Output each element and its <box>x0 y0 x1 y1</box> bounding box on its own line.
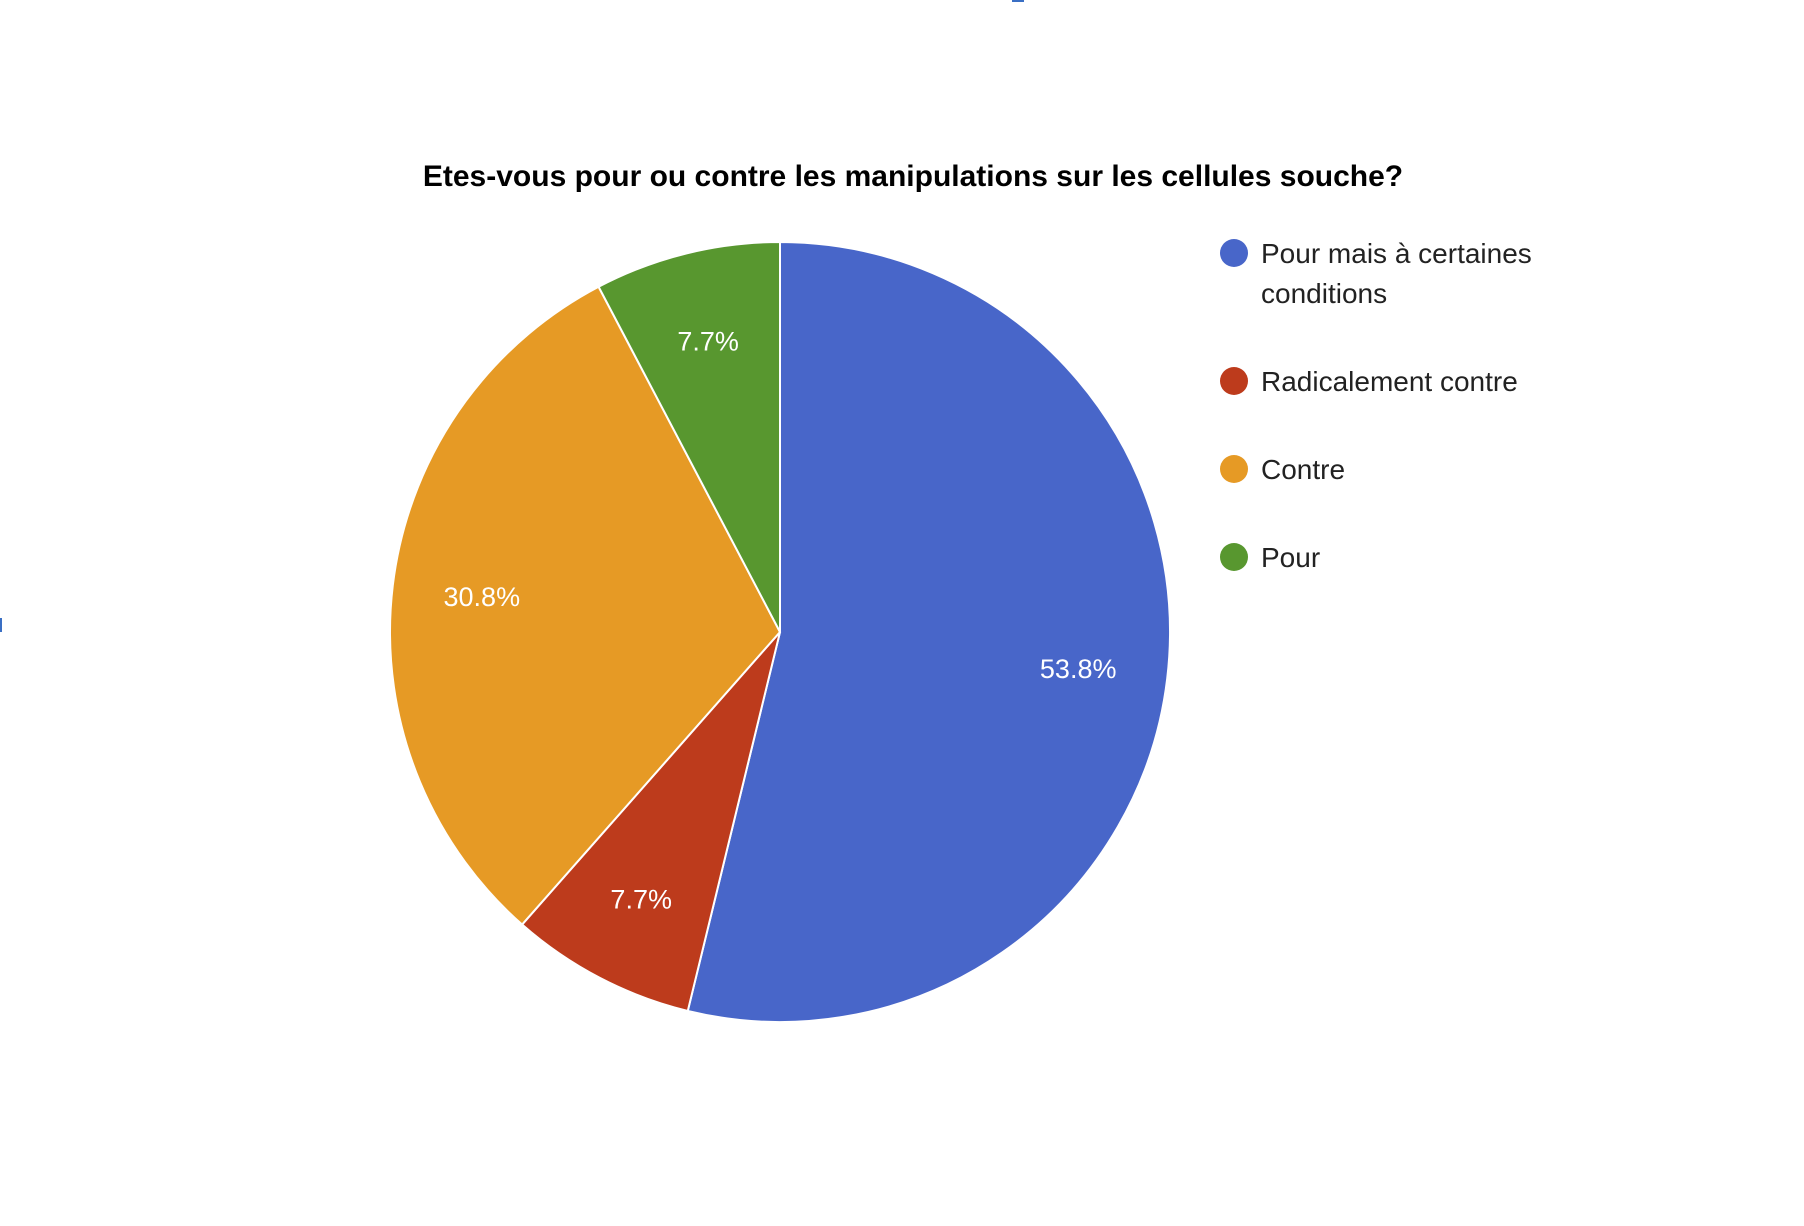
legend-swatch-2 <box>1220 455 1248 483</box>
pie-slices <box>389 240 1171 1023</box>
chart-legend: Pour mais à certaines conditions Radicalem… <box>1220 238 1532 573</box>
pie-slice-0 <box>686 240 1171 1023</box>
legend-swatch-3 <box>1220 543 1248 571</box>
legend-label-0-line-1: conditions <box>1261 278 1387 309</box>
chart-title: Etes-vous pour ou contre les manipulatio… <box>423 160 1403 193</box>
legend-label-3: Pour <box>1261 542 1320 573</box>
edge-mark-top <box>1012 0 1024 2</box>
pie-slice-3 <box>597 240 781 633</box>
legend-label-1: Radicalement contre <box>1261 366 1518 397</box>
legend-swatch-0 <box>1220 239 1248 267</box>
pie-slice-1 <box>520 631 781 1013</box>
edge-mark-left <box>0 618 2 632</box>
slice-label-2: 30.8% <box>444 582 521 612</box>
slice-label-0: 53.8% <box>1040 654 1117 684</box>
pie-slice-labels: 53.8% 7.7% 30.8% 7.7% <box>444 326 1117 914</box>
legend-label-2: Contre <box>1261 454 1345 485</box>
slice-label-3: 7.7% <box>677 326 739 356</box>
legend-swatch-1 <box>1220 367 1248 395</box>
pie-slice-2 <box>389 285 782 926</box>
slice-label-1: 7.7% <box>610 884 672 914</box>
legend-label-0: Pour mais à certaines <box>1261 238 1532 269</box>
